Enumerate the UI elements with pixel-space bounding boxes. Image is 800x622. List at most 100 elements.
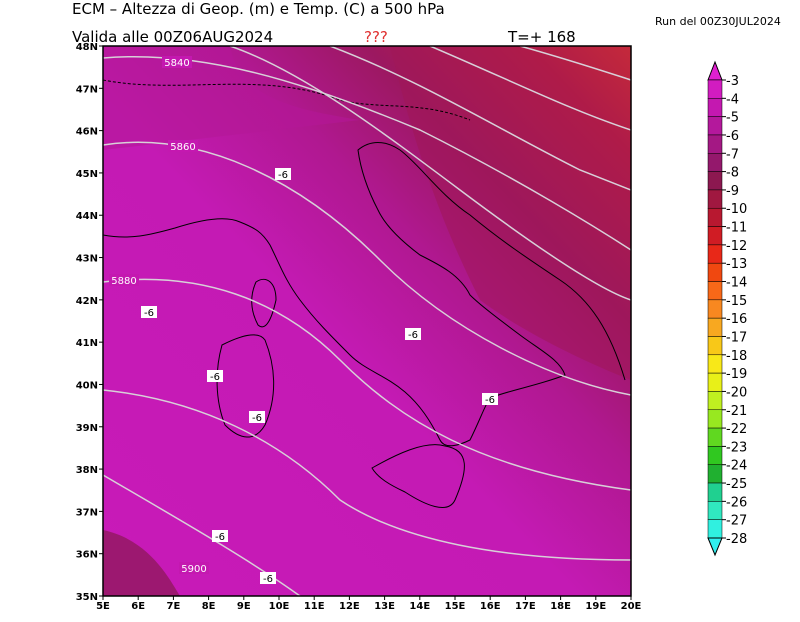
temp-label-box <box>405 328 421 340</box>
colorbar-band <box>707 519 723 539</box>
corsica <box>251 278 277 328</box>
lat-label: 43N <box>76 254 98 265</box>
temp-label: -6 <box>263 574 273 585</box>
coastline <box>103 142 626 447</box>
colorbar-label: -8 <box>726 166 739 181</box>
lat-label: 40N <box>76 380 98 391</box>
field-band <box>103 46 360 150</box>
colorbar-band <box>707 116 723 136</box>
run-time: Run del 00Z30JUL2024 <box>655 15 781 28</box>
lon-label: 10E <box>269 601 290 612</box>
lon-label: 17E <box>515 601 536 612</box>
colorbar-label: -23 <box>726 440 747 455</box>
colorbar-label: -3 <box>726 74 739 89</box>
temp-label: -6 <box>278 170 288 181</box>
contour-label: 5900 <box>181 564 206 575</box>
lon-label: 20E <box>621 601 642 612</box>
temp-label: -6 <box>144 308 154 319</box>
colorbar-band <box>707 189 723 209</box>
lon-label: 14E <box>409 601 430 612</box>
temp-label-box <box>275 168 291 180</box>
axis-ticks: 48N 47N 46N 45N 44N 43N 42N 41N 40N 39N 38N 37N 36N 3… <box>76 42 642 612</box>
lon-label: 19E <box>585 601 606 612</box>
valid-time: Valida alle 00Z06AUG2024 <box>72 28 273 46</box>
colorbar-band <box>707 207 723 227</box>
temp-label: -6 <box>485 395 495 406</box>
colorbar-label: -25 <box>726 477 747 492</box>
lat-label: 39N <box>76 423 98 434</box>
colorbar-label: -21 <box>726 404 747 419</box>
colorbar-band <box>707 446 723 465</box>
colorbar-label: -14 <box>726 276 747 291</box>
temp-label: -6 <box>215 532 225 543</box>
colorbar-label: -9 <box>726 184 739 199</box>
temp-label-box <box>207 370 223 382</box>
colorbar-band <box>707 501 723 520</box>
contour-label: 5840 <box>164 58 189 69</box>
lon-label: 13E <box>374 601 395 612</box>
colorbar-band <box>707 299 723 319</box>
field-band <box>103 530 180 596</box>
temp-label-box <box>482 393 498 405</box>
colorbar-band <box>707 354 723 374</box>
colorbar-band <box>707 464 723 484</box>
lat-label: 44N <box>76 211 98 222</box>
colorbar-label: -16 <box>726 312 747 327</box>
colorbar-band <box>707 262 723 282</box>
lat-label: 46N <box>76 127 98 138</box>
colorbar-label: -10 <box>726 202 747 217</box>
lon-label: 6E <box>131 601 145 612</box>
lat-label: 41N <box>76 338 98 349</box>
contour-label-box <box>109 274 139 286</box>
temp-label: -6 <box>252 413 262 424</box>
colorbar-band <box>707 427 723 447</box>
lon-label: 11E <box>304 601 325 612</box>
colorbar-label: -7 <box>726 147 739 162</box>
colorbar-band <box>707 336 723 356</box>
colorbar-label: -20 <box>726 385 747 400</box>
lat-label: 48N <box>76 42 98 53</box>
colorbar-label: -26 <box>726 495 747 510</box>
temp-label-box <box>212 530 228 542</box>
lon-label: 9E <box>237 601 251 612</box>
temp-label: -6 <box>210 372 220 383</box>
colorbar-band <box>707 171 723 191</box>
lon-label: 12E <box>339 601 360 612</box>
lat-label: 47N <box>76 84 98 95</box>
temp-label-box <box>260 572 276 584</box>
title: ECM – Altezza di Geop. (m) e Temp. (C) a… <box>72 0 445 18</box>
colorbar-label: -17 <box>726 330 747 345</box>
lon-label: 16E <box>480 601 501 612</box>
colorbar-label: -5 <box>726 111 739 126</box>
temp-label-box <box>141 306 157 318</box>
colorbar-band <box>707 317 723 337</box>
colorbar-label: -13 <box>726 257 747 272</box>
contour-label-box <box>168 140 198 152</box>
temp-label-box <box>249 411 265 423</box>
colorbar-label: -11 <box>726 221 747 236</box>
lon-label: 18E <box>550 601 571 612</box>
sardinia <box>216 334 275 438</box>
colorbar-label: -6 <box>726 129 739 144</box>
flag: ??? <box>364 28 388 46</box>
colorbar-label: -28 <box>726 532 747 547</box>
colorbar-label: -4 <box>726 92 739 107</box>
colorbar-band <box>707 244 723 264</box>
colorbar-band <box>707 134 723 154</box>
temp-label: -6 <box>408 330 418 341</box>
sicily <box>371 444 465 508</box>
colorbar-band <box>707 79 723 99</box>
colorbar-label: -19 <box>726 367 747 382</box>
colorbar-label: -24 <box>726 459 747 474</box>
lat-label: 45N <box>76 169 98 180</box>
map-field <box>103 46 631 596</box>
colorbar-band <box>707 391 723 411</box>
colorbar-band <box>707 482 723 502</box>
lon-label: 5E <box>96 601 110 612</box>
contour-label: 5860 <box>170 142 195 153</box>
contour-label-box <box>179 562 209 574</box>
colorbar-label: -27 <box>726 514 747 529</box>
colorbar-band <box>707 98 723 117</box>
lat-label: 38N <box>76 465 98 476</box>
